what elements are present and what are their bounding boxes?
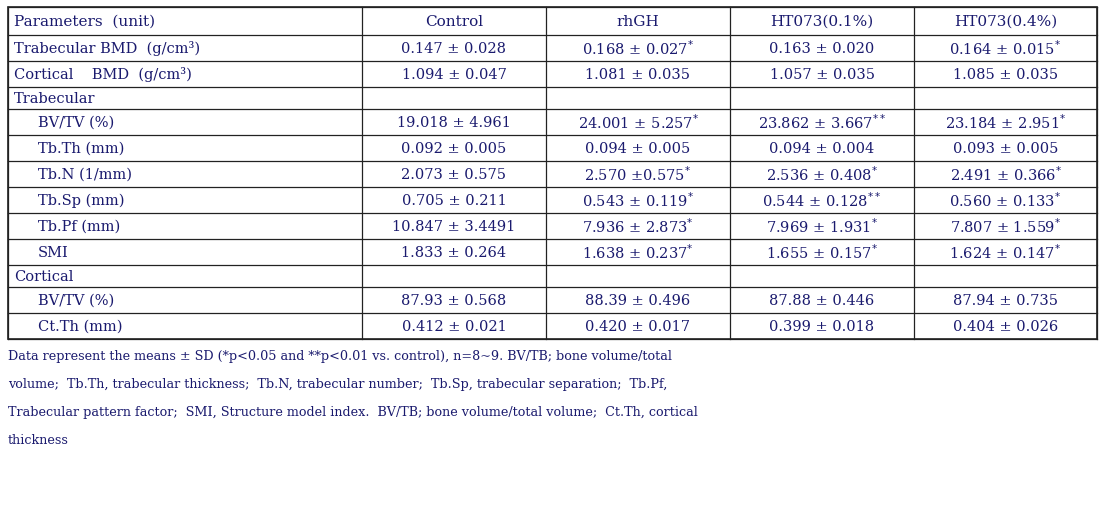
Text: 87.94 ± 0.735: 87.94 ± 0.735 xyxy=(953,293,1057,307)
Text: 0.705 ± 0.211: 0.705 ± 0.211 xyxy=(401,193,506,208)
Text: HT073(0.4%): HT073(0.4%) xyxy=(954,15,1057,29)
Text: Cortical    BMD  (g/cm³): Cortical BMD (g/cm³) xyxy=(14,67,192,82)
Text: 0.543 ± 0.119$^{*}$: 0.543 ± 0.119$^{*}$ xyxy=(582,191,694,210)
Text: 0.420 ± 0.017: 0.420 ± 0.017 xyxy=(586,319,691,333)
Text: rhGH: rhGH xyxy=(617,15,660,29)
Text: Data represent the means ± SD (*p<0.05 and **p<0.01 vs. control), n=8~9. BV/TB; : Data represent the means ± SD (*p<0.05 a… xyxy=(8,349,672,362)
Text: 0.544 ± 0.128$^{**}$: 0.544 ± 0.128$^{**}$ xyxy=(762,191,882,210)
Text: 1.638 ± 0.237$^{*}$: 1.638 ± 0.237$^{*}$ xyxy=(582,243,694,262)
Text: Cortical: Cortical xyxy=(14,269,73,284)
Text: Trabecular: Trabecular xyxy=(14,92,95,106)
Text: thickness: thickness xyxy=(8,433,69,446)
Text: 1.057 ± 0.035: 1.057 ± 0.035 xyxy=(769,68,874,82)
Text: 0.168 ± 0.027$^{*}$: 0.168 ± 0.027$^{*}$ xyxy=(582,40,694,58)
Bar xyxy=(8,8,1097,340)
Text: 87.93 ± 0.568: 87.93 ± 0.568 xyxy=(401,293,506,307)
Text: 1.624 ± 0.147$^{*}$: 1.624 ± 0.147$^{*}$ xyxy=(949,243,1062,262)
Text: Trabecular BMD  (g/cm³): Trabecular BMD (g/cm³) xyxy=(14,41,200,56)
Text: 1.085 ± 0.035: 1.085 ± 0.035 xyxy=(953,68,1059,82)
Text: BV/TV (%): BV/TV (%) xyxy=(38,116,114,130)
Text: 1.833 ± 0.264: 1.833 ± 0.264 xyxy=(401,245,506,260)
Text: 2.570 ±0.575$^{*}$: 2.570 ±0.575$^{*}$ xyxy=(585,165,692,184)
Text: 7.936 ± 2.873$^{*}$: 7.936 ± 2.873$^{*}$ xyxy=(582,217,694,236)
Text: Parameters  (unit): Parameters (unit) xyxy=(14,15,155,29)
Text: Tb.Sp (mm): Tb.Sp (mm) xyxy=(38,193,125,208)
Text: 2.536 ± 0.408$^{*}$: 2.536 ± 0.408$^{*}$ xyxy=(766,165,878,184)
Text: 0.412 ± 0.021: 0.412 ± 0.021 xyxy=(401,319,506,333)
Text: 0.092 ± 0.005: 0.092 ± 0.005 xyxy=(401,142,506,156)
Text: Ct.Th (mm): Ct.Th (mm) xyxy=(38,319,123,333)
Text: 0.399 ± 0.018: 0.399 ± 0.018 xyxy=(769,319,874,333)
Text: 0.094 ± 0.005: 0.094 ± 0.005 xyxy=(586,142,691,156)
Text: 23.862 ± 3.667$^{**}$: 23.862 ± 3.667$^{**}$ xyxy=(758,114,886,132)
Text: Tb.Pf (mm): Tb.Pf (mm) xyxy=(38,219,120,234)
Text: Control: Control xyxy=(425,15,483,29)
Text: 7.807 ± 1.559$^{*}$: 7.807 ± 1.559$^{*}$ xyxy=(950,217,1061,236)
Text: 19.018 ± 4.961: 19.018 ± 4.961 xyxy=(397,116,511,130)
Text: 0.093 ± 0.005: 0.093 ± 0.005 xyxy=(953,142,1059,156)
Text: 0.164 ± 0.015$^{*}$: 0.164 ± 0.015$^{*}$ xyxy=(949,40,1062,58)
Text: 0.163 ± 0.020: 0.163 ± 0.020 xyxy=(769,42,875,56)
Text: 0.147 ± 0.028: 0.147 ± 0.028 xyxy=(401,42,506,56)
Text: 1.081 ± 0.035: 1.081 ± 0.035 xyxy=(586,68,691,82)
Text: 87.88 ± 0.446: 87.88 ± 0.446 xyxy=(769,293,875,307)
Text: 88.39 ± 0.496: 88.39 ± 0.496 xyxy=(586,293,691,307)
Text: volume;  Tb.Th, trabecular thickness;  Tb.N, trabecular number;  Tb.Sp, trabecul: volume; Tb.Th, trabecular thickness; Tb.… xyxy=(8,377,667,390)
Text: 2.073 ± 0.575: 2.073 ± 0.575 xyxy=(401,167,506,182)
Text: BV/TV (%): BV/TV (%) xyxy=(38,293,114,307)
Text: 1.655 ± 0.157$^{*}$: 1.655 ± 0.157$^{*}$ xyxy=(766,243,878,262)
Text: 1.094 ± 0.047: 1.094 ± 0.047 xyxy=(401,68,506,82)
Text: 10.847 ± 3.4491: 10.847 ± 3.4491 xyxy=(392,219,516,234)
Text: Tb.N (1/mm): Tb.N (1/mm) xyxy=(38,167,131,182)
Text: SMI: SMI xyxy=(38,245,69,260)
Text: HT073(0.1%): HT073(0.1%) xyxy=(770,15,874,29)
Text: 2.491 ± 0.366$^{*}$: 2.491 ± 0.366$^{*}$ xyxy=(949,165,1062,184)
Text: 0.404 ± 0.026: 0.404 ± 0.026 xyxy=(953,319,1059,333)
Text: Tb.Th (mm): Tb.Th (mm) xyxy=(38,142,125,156)
Text: Trabecular pattern factor;  SMI, Structure model index.  BV/TB; bone volume/tota: Trabecular pattern factor; SMI, Structur… xyxy=(8,405,698,418)
Text: 0.560 ± 0.133$^{*}$: 0.560 ± 0.133$^{*}$ xyxy=(949,191,1062,210)
Text: 7.969 ± 1.931$^{*}$: 7.969 ± 1.931$^{*}$ xyxy=(766,217,878,236)
Text: 0.094 ± 0.004: 0.094 ± 0.004 xyxy=(769,142,875,156)
Text: 23.184 ± 2.951$^{*}$: 23.184 ± 2.951$^{*}$ xyxy=(945,114,1066,132)
Text: 24.001 ± 5.257$^{*}$: 24.001 ± 5.257$^{*}$ xyxy=(578,114,698,132)
